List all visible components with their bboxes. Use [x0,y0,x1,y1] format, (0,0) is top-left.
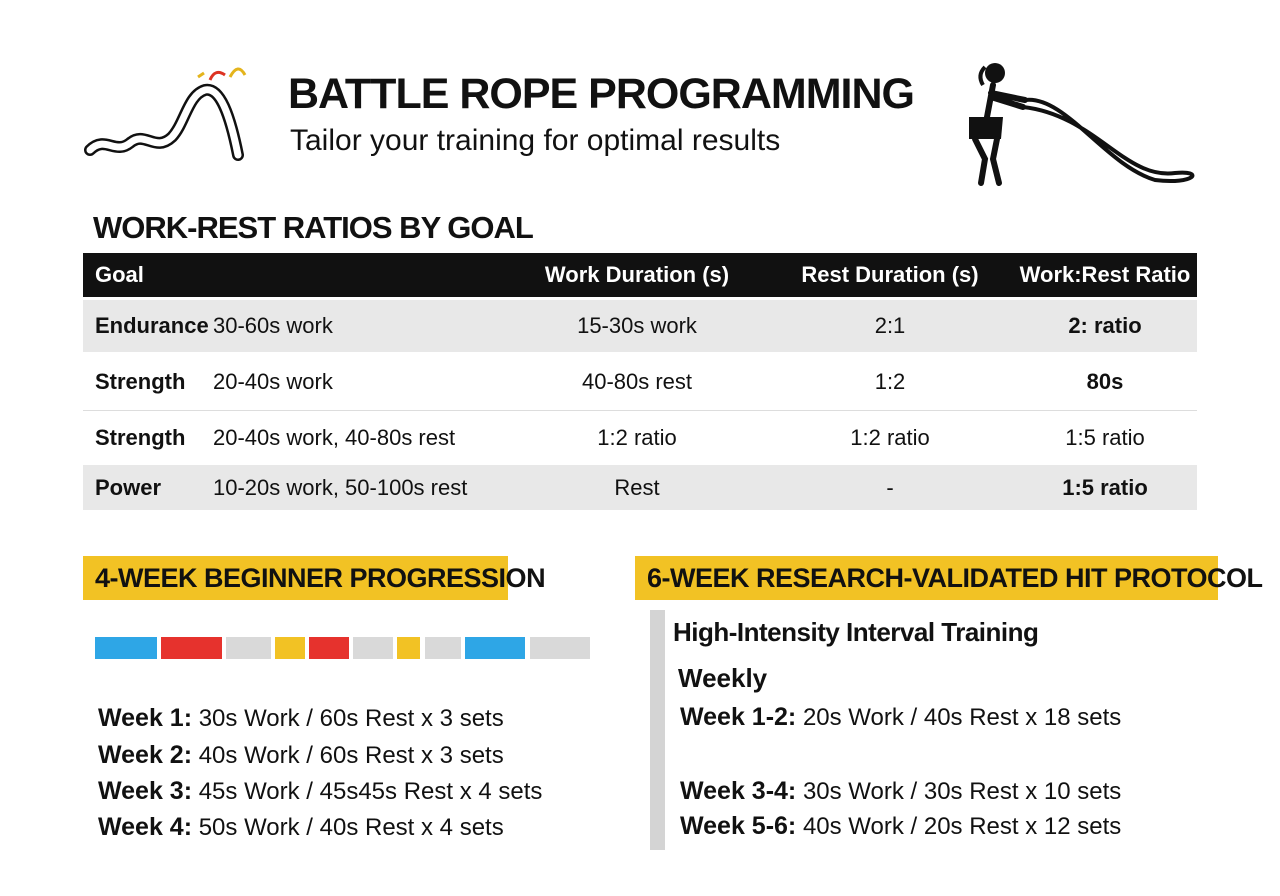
hit-note: Weekly [678,663,768,693]
table-header: Goal Work Duration (s) Rest Duration (s)… [83,253,1197,297]
week-label: Week 5-6: [680,812,797,840]
column-header: Goal [95,262,144,287]
table-cell: 15-30s work [577,313,697,338]
table-row: Strength 20-40s work, 40-80s rest 1:2 rati… [83,410,1197,464]
table-cell: 40-80s rest [581,368,693,394]
table-cell: 2: ratio [1068,313,1142,338]
table-cell: 20-40s work [213,368,333,394]
hit-title: 6-WEEK RESEARCH-VALIDATED HIT PROTOCOL [635,556,1263,600]
column-header: Rest Duration (s) [801,262,979,287]
week-label: Week 3: [98,777,193,805]
week-label: Week 3-4: [680,777,797,805]
table-cell: 2:1 [874,313,906,338]
week-text: 40s Work / 20s Rest x 12 sets [802,813,1122,840]
week-label: Week 1: [98,704,193,732]
week-text: 30s Work / 60s Rest x 3 sets [198,705,504,732]
table-cell: 1:5 ratio [1065,424,1145,450]
table-cell: - [886,474,894,500]
table-row: Endurance 30-60s work 15-30s work 2:1 2: rat… [83,300,1197,352]
table-cell: 80s [1086,368,1124,394]
week-line: Week 2: 40s Work / 60s Rest x 3 sets [98,741,504,770]
week-label: Week 2: [98,741,193,769]
week-line: Week 1: 30s Work / 60s Rest x 3 sets [98,704,504,733]
hit-subtitle: High-Intensity Interval Training [673,617,1039,647]
subtitle: Tailor your training for optimal results [290,124,781,157]
title: BATTLE ROPE PROGRAMMING [288,70,915,118]
table-cell: 30-60s work [213,313,333,338]
week-text: 50s Work / 40s Rest x 4 sets [198,814,504,841]
goal-cell: Strength [95,424,186,450]
table-cell: Rest [614,474,660,500]
goal-cell: Strength [95,368,186,394]
week-text: 45s Work / 45s45s Rest x 4 sets [198,778,543,805]
rope-icon [84,67,247,161]
week-text: 40s Work / 60s Rest x 3 sets [198,742,504,769]
week-line: Week 5-6: 40s Work / 20s Rest x 12 sets [680,812,1121,841]
table-cell: 1:2 ratio [850,424,930,450]
week-label: Week 4: [98,813,193,841]
table-cell: 1:5 ratio [1062,474,1148,500]
table-title: WORK-REST RATIOS BY GOAL [93,210,534,245]
goal-cell: Endurance [95,313,209,338]
goal-cell: Power [95,474,162,500]
column-header: Work Duration (s) [544,262,730,287]
table-cell: 20-40s work, 40-80s rest [213,424,456,450]
table-cell: 1:2 ratio [597,424,677,450]
week-label: Week 1-2: [680,703,797,731]
table-cell: 10-20s work, 50-100s rest [213,474,468,500]
athlete-icon [969,63,1195,186]
table-cell: 1:2 [874,368,906,394]
week-text: 20s Work / 40s Rest x 18 sets [802,704,1122,731]
beginner-title: 4-WEEK BEGINNER PROGRESSION [83,556,546,600]
week-line: Week 3-4: 30s Work / 30s Rest x 10 sets [680,777,1121,806]
table-row: Strength 20-40s work 40-80s rest 1:2 80s [83,355,1197,408]
week-line: Week 3: 45s Work / 45s45s Rest x 4 sets [98,777,542,806]
table-row: Power 10-20s work, 50-100s rest Rest - 1:5 r… [83,465,1197,510]
week-line: Week 4: 50s Work / 40s Rest x 4 sets [98,813,504,842]
week-line: Week 1-2: 20s Work / 40s Rest x 18 sets [680,703,1121,732]
side-bar [650,610,665,850]
week-text: 30s Work / 30s Rest x 10 sets [802,778,1122,805]
column-header: Work:Rest Ratio [1019,262,1191,287]
